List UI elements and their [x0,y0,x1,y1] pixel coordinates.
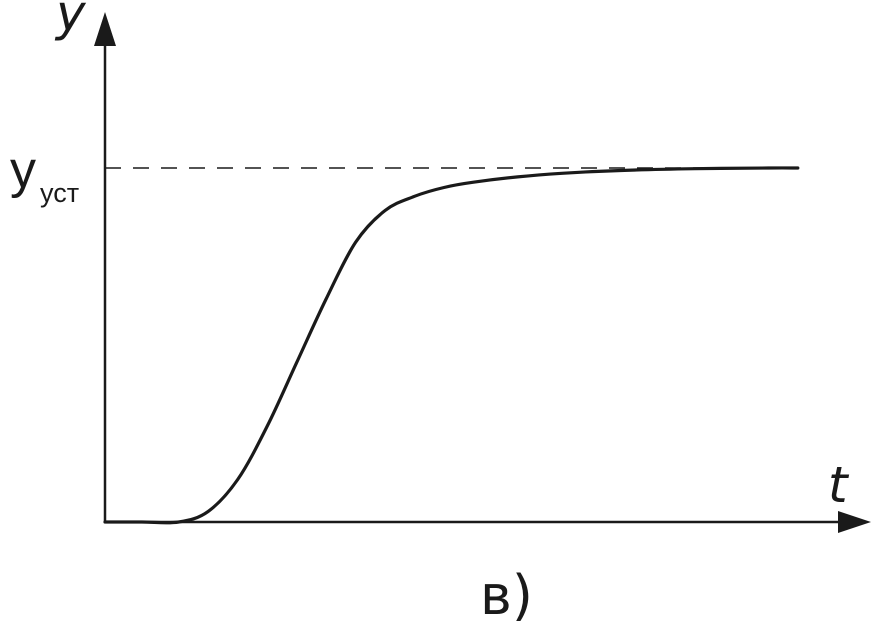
steady-state-level-subscript: уст [40,178,79,208]
steady-state-level-label: y [10,141,36,199]
response-curve [103,166,800,525]
x-axis-label: t [828,456,850,514]
panel-label: в) [480,564,533,627]
y-axis-label: y [54,0,87,42]
x-axis-arrow-icon [838,511,871,533]
y-axis-arrow-icon [94,12,116,46]
